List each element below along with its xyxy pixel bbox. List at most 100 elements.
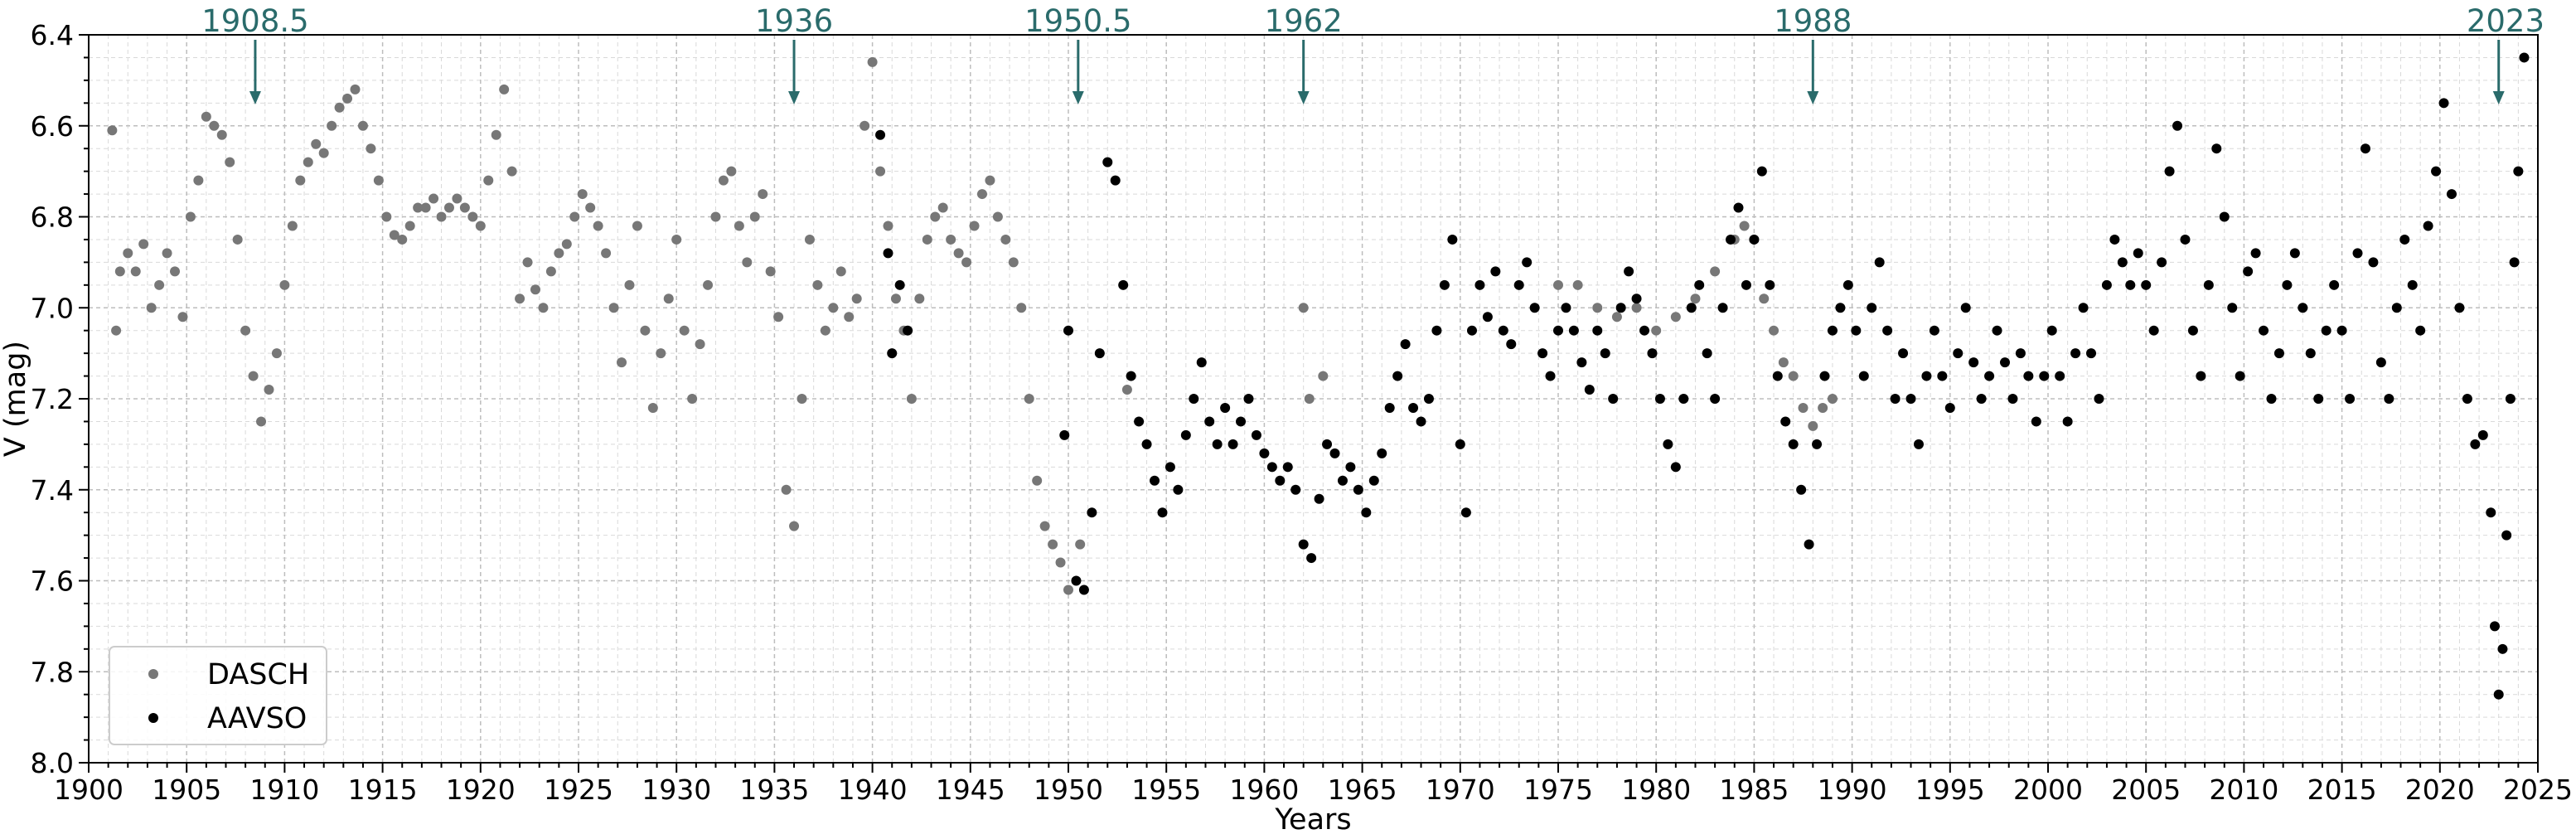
data-point-aavso xyxy=(1678,394,1689,404)
x-tick-label: 2010 xyxy=(2209,774,2278,806)
data-point-dasch xyxy=(350,84,361,95)
data-point-dasch xyxy=(459,202,470,213)
data-point-aavso xyxy=(2062,416,2073,427)
annotation-label: 1950.5 xyxy=(1024,3,1131,39)
annotation-label: 1962 xyxy=(1265,3,1343,39)
data-point-aavso xyxy=(1259,448,1270,458)
data-point-dasch xyxy=(248,371,259,381)
data-point-aavso xyxy=(1898,348,1909,359)
data-point-aavso xyxy=(1561,303,1571,313)
x-tick-label: 1905 xyxy=(152,774,221,806)
data-point-aavso xyxy=(1905,394,1916,404)
data-point-dasch xyxy=(671,234,682,245)
data-point-aavso xyxy=(1702,348,1712,359)
data-point-dasch xyxy=(797,394,807,404)
data-point-dasch xyxy=(240,325,251,336)
data-point-aavso xyxy=(1788,439,1799,449)
data-point-aavso xyxy=(2101,279,2112,290)
data-point-aavso xyxy=(2273,348,2284,359)
data-point-aavso xyxy=(2431,166,2442,177)
data-point-dasch xyxy=(366,143,376,154)
data-point-aavso xyxy=(1749,234,1760,245)
data-point-aavso xyxy=(1290,484,1301,495)
x-tick-label: 1960 xyxy=(1229,774,1299,806)
data-point-dasch xyxy=(914,293,925,304)
data-point-aavso xyxy=(2023,371,2034,381)
data-point-dasch xyxy=(1048,539,1058,550)
data-point-aavso xyxy=(2497,643,2508,654)
data-point-aavso xyxy=(1953,348,1963,359)
data-point-aavso xyxy=(1126,371,1136,381)
data-point-aavso xyxy=(2039,371,2050,381)
data-point-aavso xyxy=(2125,279,2136,290)
data-point-dasch xyxy=(561,239,572,250)
data-point-dasch xyxy=(1592,303,1603,313)
data-point-dasch xyxy=(937,202,948,213)
data-point-dasch xyxy=(577,189,588,200)
data-point-dasch xyxy=(976,189,987,200)
legend-label-aavso: AAVSO xyxy=(207,702,307,735)
data-point-dasch xyxy=(177,312,188,323)
data-point-aavso xyxy=(1968,357,1979,368)
data-point-dasch xyxy=(287,221,298,231)
data-point-dasch xyxy=(749,211,760,222)
x-tick-label: 1940 xyxy=(838,774,908,806)
data-point-dasch xyxy=(922,234,932,245)
epoch-annotations: 1908.5 1936 1950.5 1962 1988 2023 xyxy=(201,3,2545,104)
data-point-dasch xyxy=(679,325,690,336)
x-tick-label: 1970 xyxy=(1426,774,1495,806)
data-point-dasch xyxy=(946,234,956,245)
data-point-aavso xyxy=(1984,371,1995,381)
annotation-arrow-head xyxy=(788,91,801,104)
data-point-aavso xyxy=(2109,234,2120,245)
data-point-dasch xyxy=(138,239,149,250)
data-point-dasch xyxy=(436,211,447,222)
data-point-aavso xyxy=(2407,279,2418,290)
data-point-aavso xyxy=(1466,325,1477,336)
data-point-aavso xyxy=(1992,325,2002,336)
data-point-aavso xyxy=(1227,439,1238,449)
data-point-dasch xyxy=(569,211,580,222)
data-point-aavso xyxy=(2519,52,2530,63)
annotation-label: 2023 xyxy=(2467,3,2545,39)
data-point-dasch xyxy=(1304,394,1315,404)
data-point-dasch xyxy=(130,266,141,277)
data-point-dasch xyxy=(1808,420,1818,431)
legend-marker-dasch xyxy=(148,669,158,679)
data-point-aavso xyxy=(1765,279,1775,290)
data-point-aavso xyxy=(1522,257,1533,268)
data-point-dasch xyxy=(608,303,619,313)
data-point-aavso xyxy=(2329,279,2340,290)
data-point-aavso xyxy=(1482,312,1493,323)
data-point-dasch xyxy=(844,312,855,323)
data-point-aavso xyxy=(1608,394,1619,404)
data-point-aavso xyxy=(1921,371,1932,381)
data-point-aavso xyxy=(2391,303,2402,313)
data-point-dasch xyxy=(1063,584,1073,595)
data-point-dasch xyxy=(656,348,666,359)
data-point-aavso xyxy=(1537,348,1548,359)
y-axis-title: V (mag) xyxy=(0,341,32,457)
data-point-aavso xyxy=(1087,507,1097,518)
data-point-dasch xyxy=(593,221,603,231)
data-point-aavso xyxy=(1615,303,1626,313)
x-tick-label: 1950 xyxy=(1034,774,1103,806)
data-point-aavso xyxy=(1624,266,1634,277)
data-point-aavso xyxy=(1733,202,1744,213)
data-point-aavso xyxy=(2298,303,2308,313)
data-point-dasch xyxy=(162,248,172,259)
data-point-aavso xyxy=(1506,339,1517,350)
data-point-dasch xyxy=(1611,312,1622,323)
data-point-aavso xyxy=(1882,325,1893,336)
x-tick-label: 2000 xyxy=(2013,774,2083,806)
data-point-dasch xyxy=(710,211,721,222)
data-point-aavso xyxy=(1741,279,1751,290)
data-point-dasch xyxy=(146,303,157,313)
data-point-dasch xyxy=(742,257,753,268)
data-point-dasch xyxy=(663,293,674,304)
data-point-aavso xyxy=(1059,429,1070,440)
x-tick-label: 2015 xyxy=(2307,774,2377,806)
data-point-dasch xyxy=(1710,266,1721,277)
data-point-aavso xyxy=(2470,439,2481,449)
